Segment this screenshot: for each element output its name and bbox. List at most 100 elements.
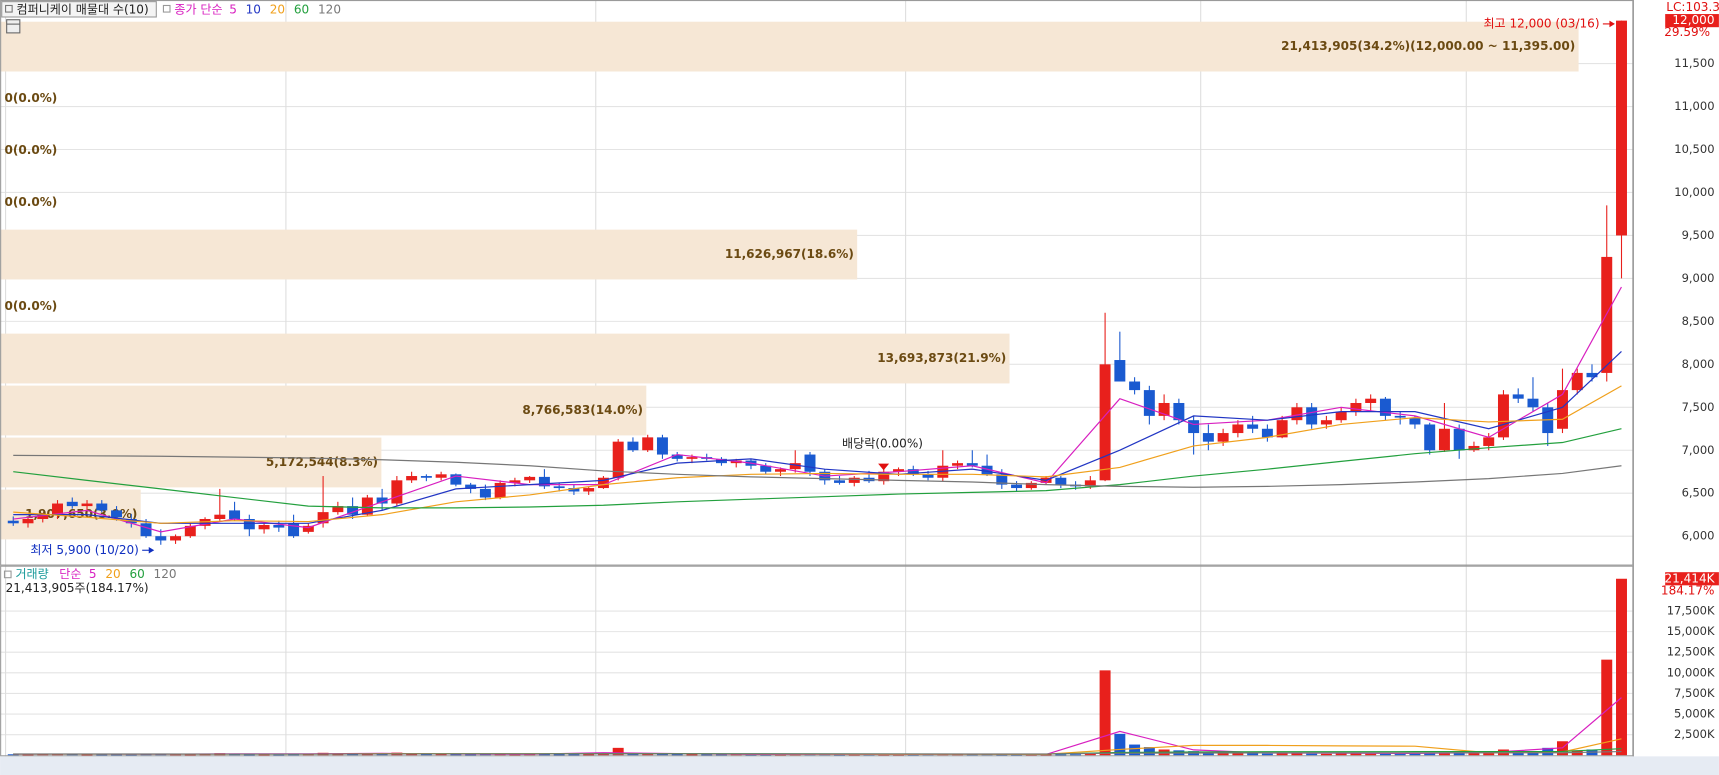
- band-label: 13,693,873(21.9%): [877, 351, 1006, 365]
- candle-body: [509, 480, 521, 483]
- y-tick-label: 6,000: [1682, 529, 1715, 543]
- candle-body: [214, 514, 226, 519]
- candle-body: [140, 523, 152, 537]
- candle-body: [52, 503, 63, 515]
- candle-body: [1453, 428, 1465, 451]
- volume-band: [0, 229, 858, 280]
- volume-bar: [7, 754, 19, 756]
- candle-body: [524, 476, 536, 481]
- y-tick-label: 2,500K: [1674, 727, 1715, 741]
- volume-band: [0, 21, 1579, 72]
- ma-line: [13, 428, 1622, 509]
- candle-body: [1557, 390, 1568, 429]
- volume-band: [0, 437, 382, 488]
- lc-label: LC:103.39: [1666, 0, 1719, 14]
- candle-body: [96, 503, 108, 511]
- candle-body: [1232, 424, 1244, 434]
- candle-body: [22, 518, 34, 524]
- ex-dividend-marker: [878, 463, 890, 471]
- icon: [3, 570, 12, 579]
- candle-body: [1409, 417, 1421, 425]
- band-label: 21,413,905(34.2%)(12,000.00 ~ 11,395.00): [1281, 39, 1575, 53]
- volume-tag: [1665, 572, 1719, 586]
- volume-bar: [273, 754, 285, 756]
- volume-bar: [125, 754, 137, 756]
- chart-title: 컴퍼니케이 매물대 수(10): [17, 2, 149, 16]
- ma-line: [13, 454, 1622, 488]
- candle-body: [1512, 394, 1524, 399]
- candle-body: [597, 477, 609, 489]
- candle-body: [376, 497, 388, 504]
- volume-bar: [966, 754, 978, 756]
- candle-body: [656, 437, 668, 455]
- candle-body: [243, 518, 255, 530]
- legend-item: 10: [246, 2, 261, 16]
- candle-body: [553, 486, 565, 489]
- candle-body: [1438, 428, 1450, 451]
- y-tick-label: 11,500: [1674, 56, 1714, 70]
- candle-body: [332, 506, 344, 513]
- volume-bar: [465, 754, 477, 756]
- volume-bar: [1306, 753, 1318, 756]
- candle-body: [612, 441, 624, 478]
- volume-bar: [1616, 578, 1627, 756]
- band-label: 11,626,967(18.6%): [725, 247, 854, 261]
- arrow-head: [1609, 20, 1615, 28]
- volume-bar: [1335, 753, 1347, 756]
- y-tick-label: 9,500: [1682, 228, 1715, 242]
- arrow-head: [148, 546, 155, 554]
- volume-bar: [1070, 754, 1082, 756]
- volume-bar: [612, 747, 624, 756]
- volume-bar: [420, 754, 432, 756]
- icon: [162, 4, 171, 13]
- candle-body: [760, 465, 772, 472]
- ma-line: [13, 286, 1622, 533]
- candle-body: [1188, 420, 1200, 434]
- candle-body: [1055, 477, 1067, 485]
- band-label: 0(0.0%): [4, 299, 57, 313]
- volume-bar: [775, 754, 786, 756]
- volume-bar: [538, 754, 550, 756]
- volume-bar: [686, 754, 698, 756]
- change-label: 29.59%: [1664, 25, 1710, 39]
- candle-body: [1291, 407, 1303, 421]
- candle-body: [1468, 445, 1480, 451]
- candle-body: [568, 488, 580, 492]
- candle-body: [1173, 402, 1185, 421]
- ma-line: [13, 750, 1622, 755]
- y-tick-label: 9,000: [1682, 271, 1715, 285]
- candle-body: [347, 506, 359, 515]
- y-tick-label: 10,500: [1674, 142, 1714, 156]
- volume-bar: [1468, 753, 1480, 756]
- title-box[interactable]: [1, 1, 157, 18]
- calendar-icon[interactable]: [6, 19, 21, 34]
- candle-body: [66, 501, 78, 507]
- volume-bar: [760, 754, 772, 756]
- candle-body: [996, 474, 1008, 485]
- candle-body: [184, 525, 196, 537]
- volume-bar: [1438, 752, 1450, 756]
- volume-bar: [1261, 753, 1273, 756]
- volume-bar: [1409, 753, 1421, 756]
- y-tick-label: 6,500: [1682, 486, 1715, 500]
- volume-bar: [1247, 752, 1259, 756]
- volume-bar: [996, 754, 1008, 756]
- candle-body: [37, 514, 49, 519]
- volume-bar: [834, 754, 845, 756]
- candle-body: [1011, 484, 1023, 489]
- low-label: 최저 5,900 (10/20): [30, 543, 138, 557]
- candle-body: [1497, 394, 1509, 438]
- candle-body: [834, 480, 845, 483]
- candle-body: [848, 477, 860, 483]
- y-tick-label: 7,000: [1682, 443, 1715, 457]
- candle-body: [111, 510, 123, 518]
- candle-body: [406, 476, 418, 481]
- candle-body: [1143, 390, 1155, 416]
- volume-bar: [848, 754, 860, 756]
- legend-item: 60: [129, 567, 144, 581]
- legend-item: 120: [154, 567, 177, 581]
- candle-body: [1129, 381, 1141, 391]
- volume-tag-label: 21,414K: [1664, 571, 1715, 585]
- band-label: 0(0.0%): [4, 143, 57, 157]
